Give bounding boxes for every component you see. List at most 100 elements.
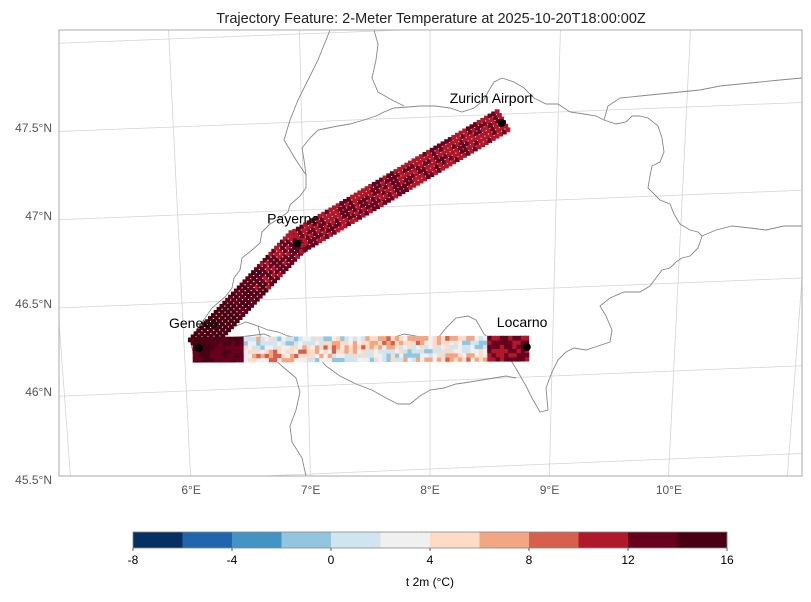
trajectory-cell — [365, 204, 371, 210]
trajectory-cell — [436, 336, 441, 341]
trajectory-cell — [406, 344, 412, 350]
trajectory-cell — [222, 318, 228, 324]
trajectory-cell — [440, 165, 446, 171]
trajectory-cell — [342, 223, 348, 229]
trajectory-cell — [453, 340, 458, 345]
trajectory-cell — [377, 340, 383, 346]
trajectory-cell — [352, 353, 358, 358]
trajectory-cell — [370, 187, 376, 193]
trajectory-cell — [423, 357, 429, 362]
trajectory-cell — [490, 344, 496, 349]
trajectory-cell — [369, 344, 374, 350]
trajectory-cell — [289, 260, 295, 265]
trajectory-cell — [483, 130, 488, 136]
trajectory-cell — [293, 344, 299, 350]
trajectory-cell — [238, 340, 244, 346]
trajectory-cell — [304, 241, 310, 246]
trajectory-cell — [511, 344, 517, 349]
trajectory-cell — [276, 357, 282, 363]
trajectory-cell — [199, 325, 205, 331]
trajectory-cell — [240, 306, 246, 311]
trajectory-cell — [353, 192, 359, 198]
trajectory-cell — [398, 336, 404, 341]
trajectory-cell — [385, 357, 391, 362]
trajectory-cell — [266, 272, 271, 278]
trajectory-cell — [257, 276, 263, 281]
trajectory-cell — [406, 340, 412, 346]
trajectory-cell — [352, 198, 358, 204]
trajectory-cell — [361, 188, 366, 194]
trajectory-cell — [314, 225, 320, 231]
colorbar-swatch — [232, 532, 282, 548]
trajectory-cell — [326, 213, 332, 219]
trajectory-cell — [259, 349, 265, 354]
trajectory-cell — [400, 189, 406, 195]
trajectory-cell — [433, 145, 439, 151]
trajectory-cell — [339, 225, 344, 231]
trajectory-cell — [310, 357, 316, 363]
trajectory-cell — [192, 349, 198, 355]
trajectory-cell — [447, 161, 453, 167]
trajectory-cell — [292, 251, 297, 256]
trajectory-cell — [213, 315, 219, 321]
trajectory-cell — [199, 343, 205, 348]
trajectory-cell — [356, 205, 362, 211]
trajectory-cell — [324, 209, 330, 215]
trajectory-cell — [285, 353, 290, 359]
trajectory-cell — [486, 356, 492, 362]
trajectory-cell — [276, 336, 282, 342]
trajectory-cell — [192, 357, 198, 363]
trajectory-cell — [337, 222, 342, 227]
trajectory-cell — [302, 237, 308, 243]
trajectory-cell — [295, 226, 301, 232]
trajectory-cell — [234, 306, 240, 312]
trajectory-cell — [406, 352, 412, 358]
trajectory-cell — [377, 183, 383, 189]
trajectory-cell — [247, 336, 252, 342]
trajectory-cell — [392, 184, 398, 189]
trajectory-cell — [394, 352, 400, 358]
trajectory-cell — [405, 181, 411, 187]
trajectory-cell — [402, 344, 408, 350]
trajectory-cell — [413, 162, 419, 167]
trajectory-cell — [427, 357, 433, 362]
trajectory-cell — [321, 211, 326, 217]
trajectory-cell — [314, 357, 320, 363]
trajectory-cell — [483, 140, 489, 145]
trajectory-cell — [333, 224, 339, 229]
trajectory-cell — [214, 321, 219, 327]
trajectory-cell — [494, 109, 500, 115]
trajectory-cell — [293, 349, 299, 354]
trajectory-cell — [297, 357, 303, 363]
trajectory-cell — [220, 333, 226, 339]
trajectory-cell — [381, 336, 387, 341]
trajectory-cell — [414, 171, 420, 177]
trajectory-cell — [428, 162, 434, 168]
trajectory-cell — [499, 344, 504, 349]
lat-tick-label: 47°N — [25, 209, 52, 223]
trajectory-cell — [410, 173, 416, 179]
trajectory-cell — [322, 340, 328, 346]
trajectory-cell — [426, 159, 432, 165]
trajectory-cell — [507, 356, 513, 362]
trajectory-cell — [448, 146, 454, 152]
trajectory-cell — [342, 214, 347, 219]
trajectory-cell — [320, 226, 326, 232]
trajectory-cell — [196, 353, 202, 359]
trajectory-cell — [289, 357, 295, 363]
trajectory-cell — [451, 135, 457, 140]
trajectory-cell — [211, 336, 217, 342]
trajectory-cell — [299, 224, 305, 230]
trajectory-cell — [520, 335, 525, 341]
trajectory-cell — [272, 340, 278, 346]
trajectory-cell — [486, 344, 492, 349]
trajectory-cell — [208, 328, 214, 333]
trajectory-cell — [233, 288, 239, 294]
trajectory-cell — [385, 348, 391, 354]
trajectory-cell — [257, 293, 263, 299]
trajectory-cell — [407, 175, 412, 181]
trajectory-cell — [520, 344, 525, 349]
trajectory-cell — [457, 136, 462, 142]
trajectory-cell — [228, 306, 234, 312]
trajectory-cell — [467, 145, 472, 150]
